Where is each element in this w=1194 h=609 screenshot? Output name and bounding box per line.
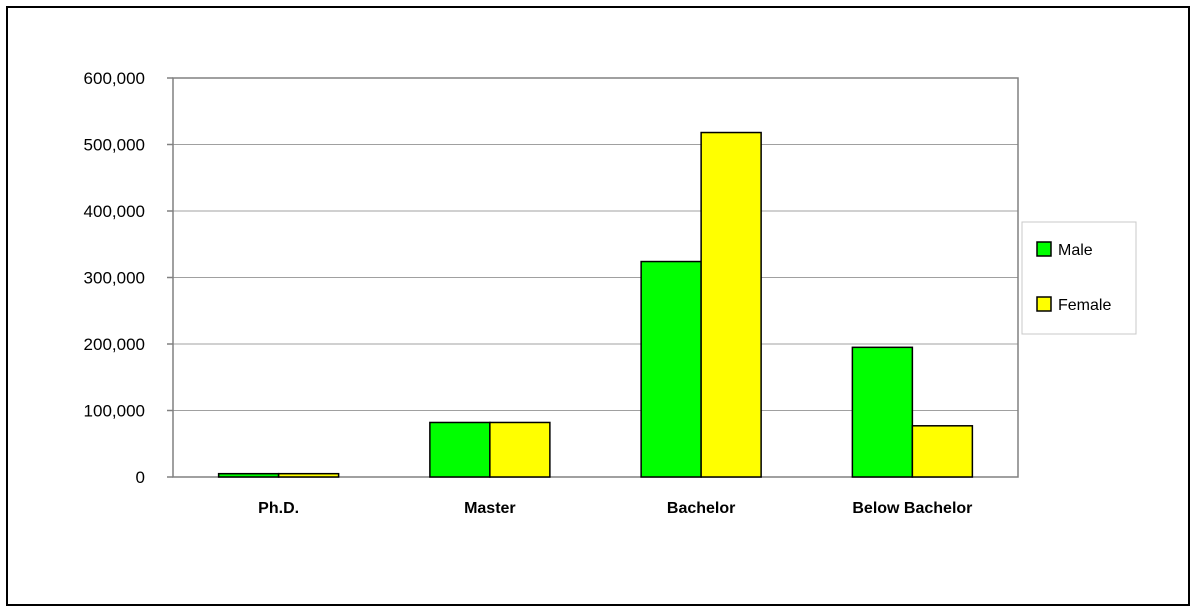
x-category-label: Bachelor	[667, 500, 735, 517]
y-tick-label: 0	[136, 468, 145, 487]
x-category-label: Master	[464, 500, 516, 517]
x-category-label: Ph.D.	[258, 500, 299, 517]
x-category-label: Below Bachelor	[852, 500, 972, 517]
bar-male	[640, 260, 702, 478]
y-tick-label: 100,000	[84, 402, 145, 421]
bar-male	[217, 472, 280, 478]
bar-female	[911, 425, 974, 478]
bar-female	[489, 421, 551, 478]
y-tick-label: 500,000	[84, 136, 145, 155]
bar-male	[429, 421, 491, 478]
y-tick-label: 600,000	[84, 69, 145, 88]
chart-frame: 0 100,000 200,000 300,000 400,000 500,000 600,…	[6, 6, 1190, 606]
y-tick-label: 400,000	[84, 202, 145, 221]
legend: Male Female	[1021, 221, 1137, 335]
legend-label-female: Female	[1058, 297, 1111, 314]
y-tick-label: 200,000	[84, 335, 145, 354]
legend-box	[1021, 221, 1137, 335]
legend-label-male: Male	[1058, 242, 1093, 259]
bar-female	[700, 131, 762, 478]
bar-male	[851, 346, 914, 478]
legend-swatch-male	[1036, 241, 1052, 257]
bar-chart: 0 100,000 200,000 300,000 400,000 500,000 600,…	[84, 69, 1137, 517]
bar-female	[277, 472, 340, 478]
legend-swatch-female	[1036, 296, 1052, 312]
bars	[217, 131, 974, 478]
axes: 0 100,000 200,000 300,000 400,000 500,000 600,…	[84, 69, 973, 517]
y-tick-label: 300,000	[84, 269, 145, 288]
